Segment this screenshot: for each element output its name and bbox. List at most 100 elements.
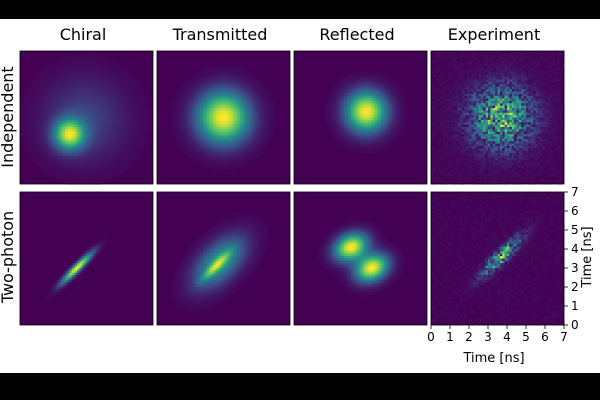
heatmap-cell — [50, 138, 54, 142]
heatmap-cell — [88, 100, 92, 104]
heatmap-cell — [65, 103, 68, 106]
heatmap-cell — [235, 138, 239, 142]
heatmap-cell — [256, 131, 260, 135]
heatmap-cell — [377, 117, 380, 121]
heatmap-cell — [353, 110, 357, 114]
heatmap-cell — [115, 67, 118, 71]
heatmap-cell — [379, 89, 383, 92]
heatmap-cell — [176, 124, 179, 128]
heatmap-cell — [46, 162, 49, 166]
heatmap-cell — [79, 122, 83, 125]
heatmap-cell — [393, 136, 397, 140]
heatmap-cell — [124, 122, 128, 125]
heatmap-cell — [131, 127, 135, 130]
heatmap-cell — [268, 136, 272, 140]
heatmap-cell — [214, 112, 217, 116]
heatmap-cell — [84, 115, 87, 118]
heatmap-cell — [228, 131, 231, 135]
heatmap-cell — [115, 70, 118, 73]
heatmap-cell — [398, 117, 402, 121]
heatmap-cell — [355, 81, 359, 85]
heatmap-cell — [391, 93, 395, 97]
heatmap-cell — [252, 86, 255, 90]
heatmap-cell — [221, 146, 224, 149]
heatmap-cell — [370, 110, 373, 114]
heatmap-cell — [112, 153, 116, 156]
heatmap-cell — [374, 127, 378, 130]
heatmap-cell — [381, 77, 385, 80]
heatmap-cell — [55, 79, 59, 83]
heatmap-cell — [379, 84, 383, 87]
heatmap-cell — [134, 91, 137, 95]
heatmap-cell — [218, 67, 222, 71]
heatmap-cell — [115, 74, 118, 78]
heatmap-cell — [53, 119, 56, 123]
heatmap-cell — [74, 131, 78, 135]
heatmap-cell — [362, 77, 366, 80]
heatmap-cell — [105, 127, 109, 130]
heatmap-cell — [110, 105, 113, 109]
heatmap-cell — [211, 119, 215, 123]
heatmap-cell — [370, 81, 373, 85]
heatmap-cell — [48, 72, 52, 76]
heatmap-cell — [122, 84, 125, 87]
heatmap-cell — [126, 93, 130, 97]
heatmap-cell — [381, 115, 385, 118]
heatmap-cell — [110, 129, 113, 133]
heatmap-cell — [244, 131, 248, 135]
heatmap-cell — [69, 155, 73, 159]
heatmap-cell — [55, 89, 59, 92]
heatmap-cell — [100, 112, 104, 116]
heatmap-cell — [183, 110, 186, 114]
heatmap-cell — [110, 96, 113, 99]
heatmap-cell — [88, 155, 92, 159]
heatmap-cell — [192, 143, 196, 147]
heatmap-cell — [197, 160, 201, 163]
heatmap-cell — [98, 67, 102, 71]
heatmap-cell — [183, 136, 186, 140]
heatmap-cell — [91, 100, 94, 104]
heatmap-cell — [27, 115, 30, 118]
heatmap-cell — [341, 86, 345, 90]
heatmap-cell — [252, 148, 255, 152]
heatmap-cell — [39, 131, 42, 135]
heatmap-cell — [266, 138, 269, 142]
heatmap-cell — [259, 148, 262, 152]
heatmap-cell — [124, 136, 128, 140]
heatmap-cell — [343, 93, 347, 97]
heatmap-cell — [348, 100, 352, 104]
heatmap-cell — [55, 141, 59, 144]
heatmap-cell — [381, 138, 385, 142]
heatmap-cell — [138, 134, 142, 137]
heatmap-cell — [107, 103, 111, 106]
heatmap-cell — [549, 55, 553, 59]
heatmap-cell — [107, 136, 111, 140]
heatmap-cell — [20, 124, 23, 128]
heatmap-cell — [98, 150, 102, 154]
heatmap-cell — [86, 172, 90, 175]
heatmap-cell — [107, 74, 111, 78]
heatmap-cell — [48, 115, 52, 118]
heatmap-cell — [136, 131, 140, 135]
heatmap-cell — [221, 167, 224, 171]
heatmap-cell — [216, 70, 220, 73]
heatmap-cell — [190, 155, 193, 159]
heatmap-cell — [393, 103, 397, 106]
heatmap-cell — [259, 141, 262, 144]
heatmap-cell — [358, 112, 361, 116]
heatmap-cell — [98, 98, 102, 102]
heatmap-cell — [381, 129, 385, 133]
heatmap-cell — [34, 89, 37, 92]
heatmap-cell — [41, 119, 45, 123]
heatmap-cell — [244, 81, 248, 85]
heatmap-cell — [240, 86, 243, 90]
heatmap-cell — [341, 127, 345, 130]
heatmap-cell — [249, 115, 253, 118]
heatmap-cell — [209, 131, 212, 135]
heatmap-cell — [107, 155, 111, 159]
heatmap-cell — [93, 77, 97, 80]
heatmap-cell — [176, 129, 179, 133]
heatmap-cell — [93, 96, 97, 99]
heatmap-cell — [204, 150, 208, 154]
heatmap-cell — [100, 119, 104, 123]
